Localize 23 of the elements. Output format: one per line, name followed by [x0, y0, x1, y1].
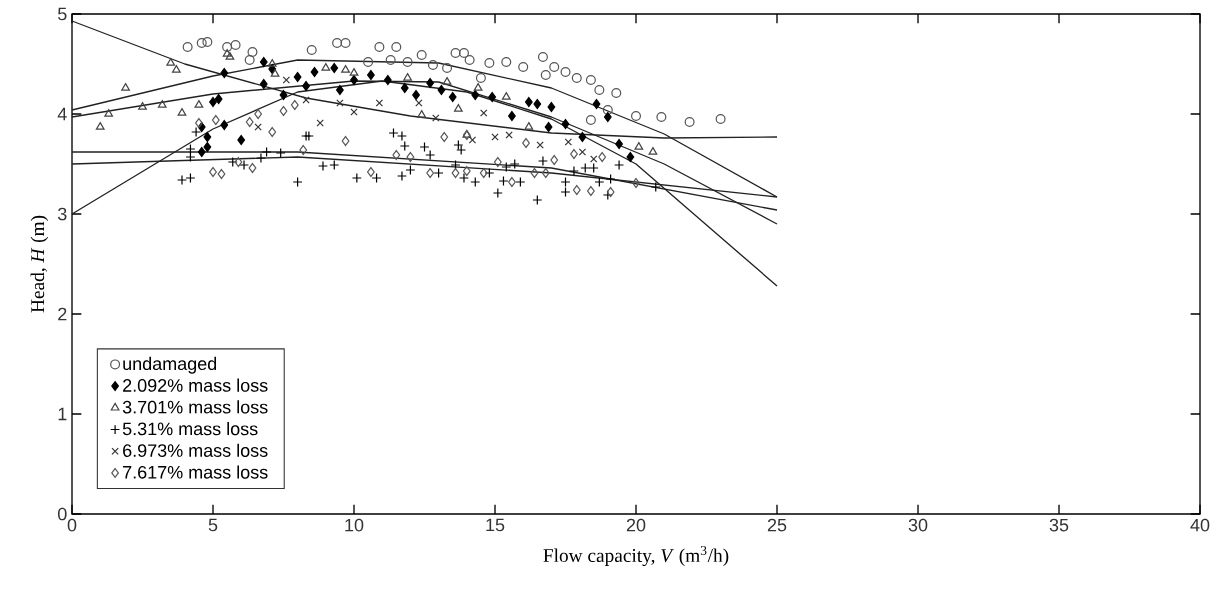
- y-tick-label: 0: [58, 507, 67, 521]
- x-axis-title: Flow capacity, V (m$^{3}$/h): [543, 545, 729, 567]
- legend-label: 2.092% mass loss: [123, 378, 268, 392]
- legend-label: 6.973% mass loss: [123, 443, 268, 457]
- x-tick-label: 15: [486, 518, 505, 532]
- y-tick-label: 5: [58, 7, 67, 21]
- x-tick-label: 10: [345, 518, 364, 532]
- legend-label: 5.31% mass loss: [122, 422, 258, 436]
- x-tick-label: 5: [208, 518, 218, 532]
- x-tick-label: 25: [767, 518, 787, 532]
- legend-label: 3.701% mass loss: [122, 400, 268, 414]
- legend-label: 7.617% mass loss: [123, 465, 268, 479]
- y-tick-label: 2: [58, 307, 67, 321]
- x-tick-label: 30: [908, 518, 928, 532]
- x-tick-label: 40: [1190, 518, 1210, 532]
- y-axis-title: Head, H (m): [30, 215, 49, 313]
- x-tick-label: 35: [1049, 518, 1069, 532]
- x-tick-label: 0: [67, 518, 77, 532]
- x-tick-label: 20: [626, 518, 646, 532]
- y-tick-label: 3: [57, 207, 67, 221]
- legend-label: undamaged: [123, 356, 217, 374]
- y-tick-label: 1: [58, 407, 67, 421]
- y-tick-label: 4: [57, 107, 67, 121]
